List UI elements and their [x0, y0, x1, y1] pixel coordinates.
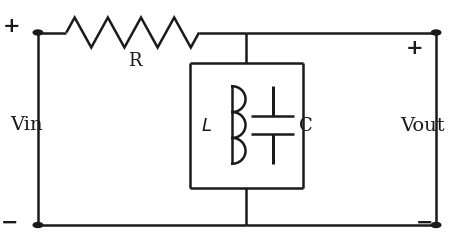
- Text: +: +: [3, 16, 21, 36]
- Text: C: C: [299, 117, 313, 135]
- Text: −: −: [416, 213, 433, 233]
- Circle shape: [33, 222, 43, 228]
- Circle shape: [431, 30, 441, 35]
- Text: Vout: Vout: [401, 117, 445, 135]
- Text: −: −: [1, 213, 18, 233]
- Text: Vin: Vin: [10, 116, 42, 134]
- Text: $L$: $L$: [201, 117, 212, 135]
- Text: R: R: [128, 52, 142, 70]
- Circle shape: [431, 222, 441, 228]
- Text: +: +: [406, 38, 424, 58]
- Circle shape: [33, 30, 43, 35]
